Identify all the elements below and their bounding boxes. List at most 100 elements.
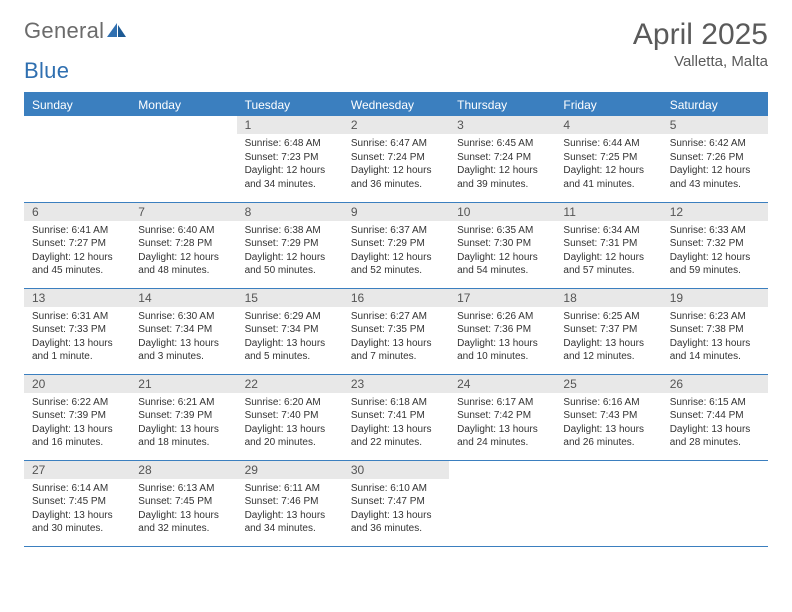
page-subtitle: Valletta, Malta [633, 53, 768, 70]
sail-icon [106, 22, 128, 45]
day-number: 5 [662, 116, 768, 134]
day-text: Sunrise: 6:25 AM Sunset: 7:37 PM Dayligh… [555, 307, 661, 368]
day-cell: 21Sunrise: 6:21 AM Sunset: 7:39 PM Dayli… [130, 374, 236, 460]
day-text: Sunrise: 6:20 AM Sunset: 7:40 PM Dayligh… [237, 393, 343, 454]
day-number: 7 [130, 203, 236, 221]
day-number: 1 [237, 116, 343, 134]
day-number: 13 [24, 289, 130, 307]
day-text: Sunrise: 6:40 AM Sunset: 7:28 PM Dayligh… [130, 221, 236, 282]
day-number: 19 [662, 289, 768, 307]
day-number: 30 [343, 461, 449, 479]
day-cell: 9Sunrise: 6:37 AM Sunset: 7:29 PM Daylig… [343, 202, 449, 288]
day-cell: 30Sunrise: 6:10 AM Sunset: 7:47 PM Dayli… [343, 460, 449, 546]
logo: General [24, 18, 130, 45]
day-cell: 17Sunrise: 6:26 AM Sunset: 7:36 PM Dayli… [449, 288, 555, 374]
day-text: Sunrise: 6:47 AM Sunset: 7:24 PM Dayligh… [343, 134, 449, 195]
day-text: Sunrise: 6:13 AM Sunset: 7:45 PM Dayligh… [130, 479, 236, 540]
day-cell: 10Sunrise: 6:35 AM Sunset: 7:30 PM Dayli… [449, 202, 555, 288]
day-cell [662, 460, 768, 546]
day-number: 22 [237, 375, 343, 393]
day-cell: 20Sunrise: 6:22 AM Sunset: 7:39 PM Dayli… [24, 374, 130, 460]
day-text: Sunrise: 6:33 AM Sunset: 7:32 PM Dayligh… [662, 221, 768, 282]
page-title: April 2025 [633, 18, 768, 51]
day-number: 17 [449, 289, 555, 307]
header-row: Sunday Monday Tuesday Wednesday Thursday… [24, 94, 768, 116]
day-text: Sunrise: 6:22 AM Sunset: 7:39 PM Dayligh… [24, 393, 130, 454]
day-cell: 7Sunrise: 6:40 AM Sunset: 7:28 PM Daylig… [130, 202, 236, 288]
day-cell: 4Sunrise: 6:44 AM Sunset: 7:25 PM Daylig… [555, 116, 661, 202]
day-cell: 11Sunrise: 6:34 AM Sunset: 7:31 PM Dayli… [555, 202, 661, 288]
day-text: Sunrise: 6:11 AM Sunset: 7:46 PM Dayligh… [237, 479, 343, 540]
col-sunday: Sunday [24, 94, 130, 116]
day-cell: 13Sunrise: 6:31 AM Sunset: 7:33 PM Dayli… [24, 288, 130, 374]
day-cell: 23Sunrise: 6:18 AM Sunset: 7:41 PM Dayli… [343, 374, 449, 460]
col-tuesday: Tuesday [237, 94, 343, 116]
day-text: Sunrise: 6:37 AM Sunset: 7:29 PM Dayligh… [343, 221, 449, 282]
week-row: 27Sunrise: 6:14 AM Sunset: 7:45 PM Dayli… [24, 460, 768, 546]
day-cell [24, 116, 130, 202]
day-number: 10 [449, 203, 555, 221]
day-text: Sunrise: 6:17 AM Sunset: 7:42 PM Dayligh… [449, 393, 555, 454]
day-number: 8 [237, 203, 343, 221]
logo-word2: Blue [24, 58, 69, 83]
day-cell: 24Sunrise: 6:17 AM Sunset: 7:42 PM Dayli… [449, 374, 555, 460]
week-row: 20Sunrise: 6:22 AM Sunset: 7:39 PM Dayli… [24, 374, 768, 460]
day-cell [130, 116, 236, 202]
calendar-table: Sunday Monday Tuesday Wednesday Thursday… [24, 94, 768, 547]
day-text: Sunrise: 6:34 AM Sunset: 7:31 PM Dayligh… [555, 221, 661, 282]
day-number: 16 [343, 289, 449, 307]
day-number: 9 [343, 203, 449, 221]
day-cell: 12Sunrise: 6:33 AM Sunset: 7:32 PM Dayli… [662, 202, 768, 288]
day-number: 24 [449, 375, 555, 393]
day-number: 11 [555, 203, 661, 221]
day-number: 25 [555, 375, 661, 393]
week-row: 13Sunrise: 6:31 AM Sunset: 7:33 PM Dayli… [24, 288, 768, 374]
day-cell: 19Sunrise: 6:23 AM Sunset: 7:38 PM Dayli… [662, 288, 768, 374]
title-block: April 2025 Valletta, Malta [633, 18, 768, 70]
day-cell: 3Sunrise: 6:45 AM Sunset: 7:24 PM Daylig… [449, 116, 555, 202]
day-number: 28 [130, 461, 236, 479]
calendar-body: 1Sunrise: 6:48 AM Sunset: 7:23 PM Daylig… [24, 116, 768, 546]
day-number: 6 [24, 203, 130, 221]
day-text: Sunrise: 6:18 AM Sunset: 7:41 PM Dayligh… [343, 393, 449, 454]
day-cell: 18Sunrise: 6:25 AM Sunset: 7:37 PM Dayli… [555, 288, 661, 374]
day-cell: 27Sunrise: 6:14 AM Sunset: 7:45 PM Dayli… [24, 460, 130, 546]
day-text: Sunrise: 6:23 AM Sunset: 7:38 PM Dayligh… [662, 307, 768, 368]
day-number: 27 [24, 461, 130, 479]
day-number: 26 [662, 375, 768, 393]
day-text: Sunrise: 6:30 AM Sunset: 7:34 PM Dayligh… [130, 307, 236, 368]
col-wednesday: Wednesday [343, 94, 449, 116]
day-cell: 26Sunrise: 6:15 AM Sunset: 7:44 PM Dayli… [662, 374, 768, 460]
day-number: 23 [343, 375, 449, 393]
day-cell: 14Sunrise: 6:30 AM Sunset: 7:34 PM Dayli… [130, 288, 236, 374]
col-thursday: Thursday [449, 94, 555, 116]
calendar-page: General April 2025 Valletta, Malta Blue … [0, 0, 792, 565]
day-number: 12 [662, 203, 768, 221]
day-number: 21 [130, 375, 236, 393]
day-number: 4 [555, 116, 661, 134]
day-cell: 6Sunrise: 6:41 AM Sunset: 7:27 PM Daylig… [24, 202, 130, 288]
logo-word1: General [24, 18, 104, 44]
day-text: Sunrise: 6:21 AM Sunset: 7:39 PM Dayligh… [130, 393, 236, 454]
day-cell: 22Sunrise: 6:20 AM Sunset: 7:40 PM Dayli… [237, 374, 343, 460]
day-text: Sunrise: 6:15 AM Sunset: 7:44 PM Dayligh… [662, 393, 768, 454]
day-text: Sunrise: 6:42 AM Sunset: 7:26 PM Dayligh… [662, 134, 768, 195]
day-text: Sunrise: 6:44 AM Sunset: 7:25 PM Dayligh… [555, 134, 661, 195]
day-number: 20 [24, 375, 130, 393]
day-number: 3 [449, 116, 555, 134]
day-text: Sunrise: 6:38 AM Sunset: 7:29 PM Dayligh… [237, 221, 343, 282]
day-text: Sunrise: 6:48 AM Sunset: 7:23 PM Dayligh… [237, 134, 343, 195]
day-text: Sunrise: 6:14 AM Sunset: 7:45 PM Dayligh… [24, 479, 130, 540]
day-cell: 16Sunrise: 6:27 AM Sunset: 7:35 PM Dayli… [343, 288, 449, 374]
day-text: Sunrise: 6:41 AM Sunset: 7:27 PM Dayligh… [24, 221, 130, 282]
week-row: 1Sunrise: 6:48 AM Sunset: 7:23 PM Daylig… [24, 116, 768, 202]
day-number: 2 [343, 116, 449, 134]
day-cell: 28Sunrise: 6:13 AM Sunset: 7:45 PM Dayli… [130, 460, 236, 546]
day-number: 14 [130, 289, 236, 307]
day-number: 29 [237, 461, 343, 479]
day-cell: 8Sunrise: 6:38 AM Sunset: 7:29 PM Daylig… [237, 202, 343, 288]
day-cell: 1Sunrise: 6:48 AM Sunset: 7:23 PM Daylig… [237, 116, 343, 202]
day-cell [449, 460, 555, 546]
day-cell: 2Sunrise: 6:47 AM Sunset: 7:24 PM Daylig… [343, 116, 449, 202]
col-saturday: Saturday [662, 94, 768, 116]
